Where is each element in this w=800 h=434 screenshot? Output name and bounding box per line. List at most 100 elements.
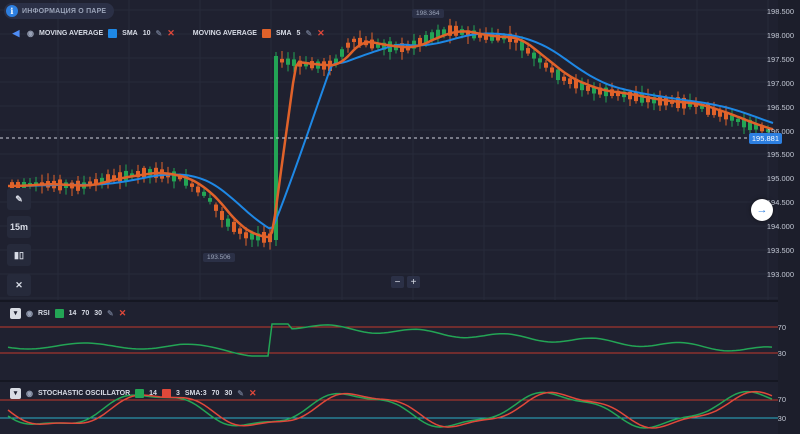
rsi-color-swatch[interactable] (54, 308, 64, 318)
edit-icon[interactable]: ✎ (155, 28, 163, 38)
candle-body (538, 58, 542, 63)
go-to-latest-button[interactable]: → (751, 199, 773, 221)
candle-body (700, 105, 704, 109)
panel-divider (0, 380, 800, 382)
candle-body (136, 171, 140, 178)
candle-body (574, 78, 578, 89)
rsi-upper: 70 (81, 309, 90, 317)
candle-body (478, 33, 482, 38)
candle-body (466, 30, 470, 37)
indicators-button[interactable]: ✕ (7, 274, 31, 296)
candle-body (766, 129, 770, 133)
candle-body (118, 172, 122, 182)
candle-body (286, 58, 290, 65)
stoch-axis-tick: 30 (777, 414, 786, 423)
candle-body (298, 60, 302, 67)
stoch-k-swatch[interactable] (135, 388, 145, 398)
pencil-icon: ✎ (15, 193, 23, 204)
stoch-indicator-bar: ▾ ◉ STOCHASTIC OSCILLATOR 14 3 SMA:3 70 … (10, 386, 256, 400)
candle-body (730, 115, 734, 121)
candle-body (430, 32, 434, 40)
close-icon[interactable]: ✕ (248, 387, 257, 398)
ma1-period: 10 (142, 29, 151, 37)
candle-body (172, 171, 176, 182)
candle-body (178, 175, 182, 180)
rsi-indicator-bar: ▾ ◉ RSI 14 70 30 ✎ ✕ (10, 306, 126, 320)
candle-body (424, 34, 428, 43)
candle-body (544, 62, 548, 68)
candle-body (760, 126, 764, 132)
candle-body (592, 87, 596, 94)
candle-body (244, 232, 248, 239)
draw-tool-button[interactable]: ✎ (7, 188, 31, 210)
close-icon[interactable]: ✕ (118, 307, 127, 318)
candle-body (436, 29, 440, 39)
candle-body (184, 176, 188, 186)
collapse-icon[interactable]: ▾ (10, 387, 21, 399)
candle-body (634, 92, 638, 102)
candle-body (448, 25, 452, 36)
indicators-icon: ✕ (15, 279, 23, 290)
candle-body (532, 52, 536, 59)
candle-body (718, 109, 722, 117)
candle-body (124, 170, 128, 181)
candle-body (484, 32, 488, 40)
candle-body (334, 58, 338, 64)
candle-body (580, 81, 584, 91)
candle-body (640, 93, 644, 103)
edit-icon[interactable]: ✎ (107, 308, 114, 318)
candle-body (694, 103, 698, 107)
ma1-color-swatch[interactable] (108, 28, 118, 38)
close-icon[interactable]: ✕ (317, 27, 325, 38)
collapse-icon[interactable]: ▾ (10, 307, 21, 319)
stoch-d-swatch[interactable] (161, 388, 171, 398)
candle-body (202, 191, 206, 196)
ma2-name: MOVING AVERAGE (192, 29, 257, 37)
candle-body (220, 211, 224, 220)
candle-body (754, 124, 758, 130)
candle-body (382, 42, 386, 50)
candle-body (352, 38, 356, 43)
candle-body (292, 59, 296, 66)
close-icon[interactable]: ✕ (167, 27, 175, 38)
candle-body (520, 41, 524, 51)
stoch-k: 14 (149, 389, 157, 397)
ma-indicators-bar: ◀ ◉ MOVING AVERAGE SMA 10 ✎ ✕ MOVING AVE… (10, 26, 325, 40)
candle-body (652, 97, 656, 104)
pair-info-button[interactable]: i ИНФОРМАЦИЯ О ПАРЕ (4, 3, 115, 19)
zoom-in-button[interactable]: + (407, 276, 420, 288)
price-axis-tick: 197.000 (766, 78, 794, 88)
eye-icon[interactable]: ◉ (26, 308, 33, 318)
eye-icon[interactable]: ◉ (26, 388, 33, 398)
candle-body (268, 233, 272, 243)
rsi-axis-tick: 30 (777, 349, 786, 358)
zoom-out-button[interactable]: − (391, 276, 404, 288)
chart-type-button[interactable]: ▮▯ (7, 244, 31, 266)
candle-body (550, 67, 554, 73)
edit-icon[interactable]: ✎ (305, 28, 313, 38)
candle-body (748, 119, 752, 131)
candle-body (646, 96, 650, 103)
ma1-name: MOVING AVERAGE (38, 29, 104, 37)
pair-info-label: ИНФОРМАЦИЯ О ПАРЕ (22, 7, 107, 15)
price-axis-tick: 198.000 (766, 30, 794, 40)
candle-body (208, 198, 212, 202)
info-icon: i (6, 5, 18, 17)
price-axis-tick: 193.500 (766, 246, 794, 255)
low-price-label: 193.506 (203, 253, 235, 262)
ma2-color-swatch[interactable] (261, 28, 271, 38)
price-axis-bg (778, 0, 800, 434)
collapse-arrow-icon[interactable]: ◀ (12, 27, 20, 38)
candle-body (106, 174, 110, 184)
candle-body (274, 56, 278, 240)
timeframe-button[interactable]: 15m (7, 216, 31, 238)
candle-body (442, 29, 446, 36)
candle-body (742, 118, 746, 128)
edit-icon[interactable]: ✎ (237, 388, 244, 398)
candle-body (130, 173, 134, 177)
stoch-name: STOCHASTIC OSCILLATOR (37, 389, 131, 397)
eye-icon[interactable]: ◉ (27, 28, 34, 38)
candle-body (724, 111, 728, 120)
